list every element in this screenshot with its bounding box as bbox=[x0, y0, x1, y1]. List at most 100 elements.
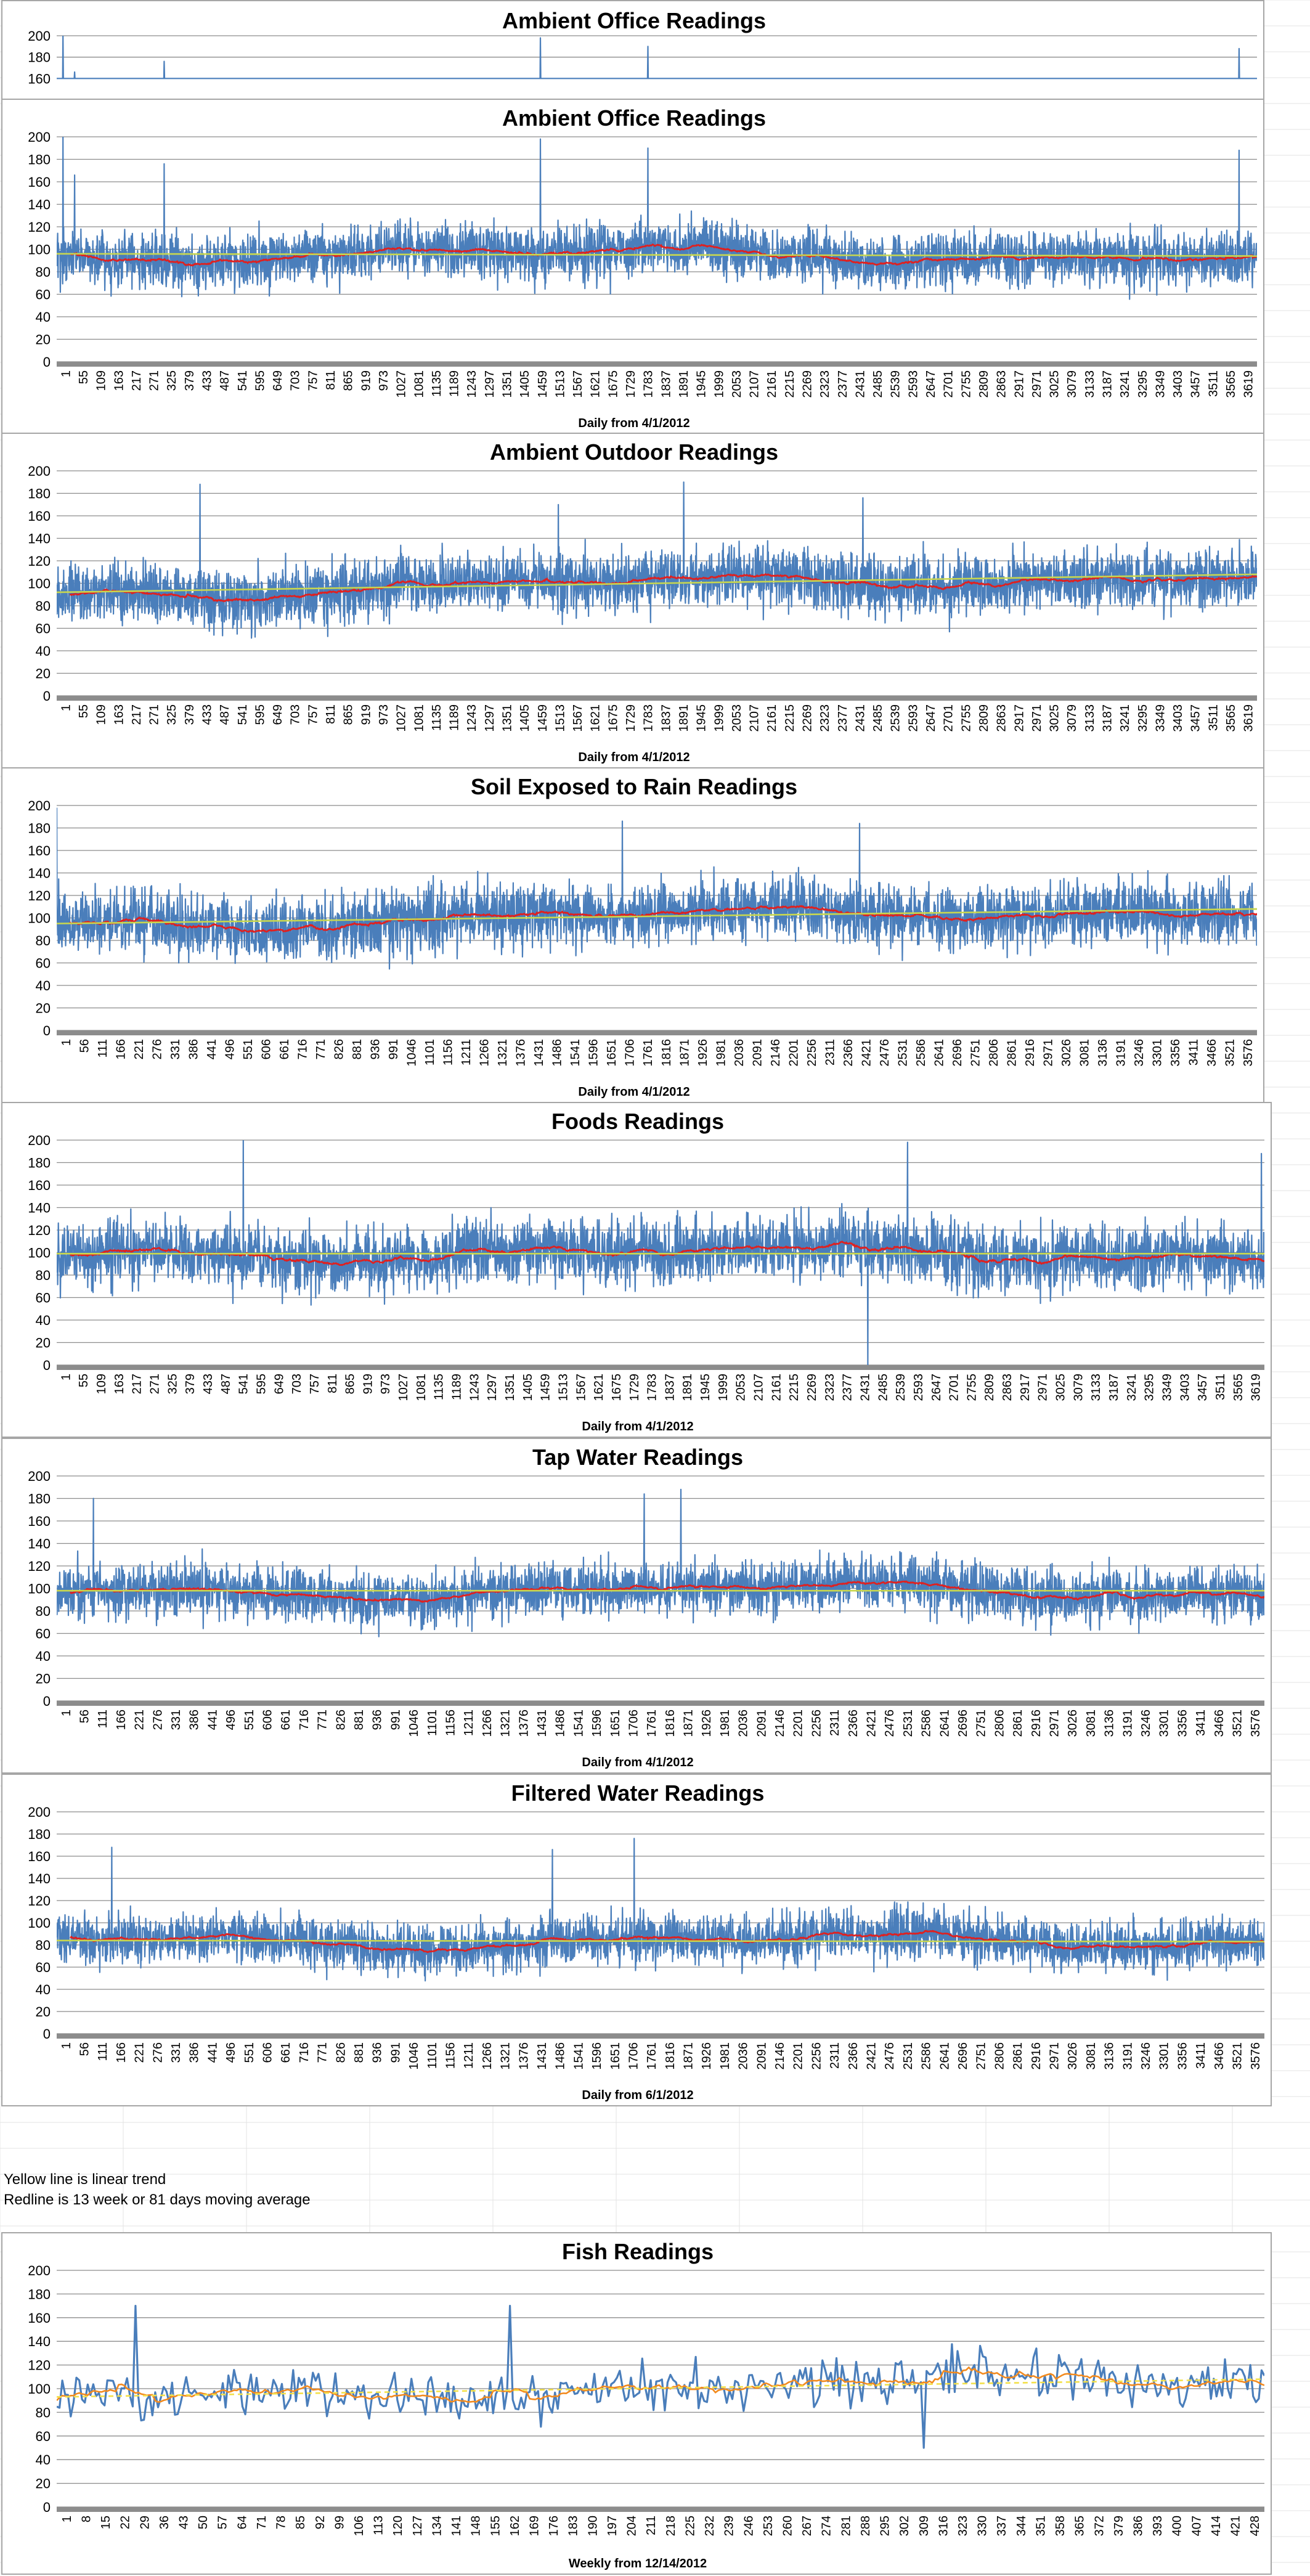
x-tick-label: 487 bbox=[218, 370, 232, 391]
chart-title: Ambient Outdoor Readings bbox=[490, 439, 778, 465]
x-tick-label: 3511 bbox=[1214, 1374, 1227, 1400]
x-tick-label: 2146 bbox=[769, 1039, 783, 1067]
x-tick-label: 649 bbox=[271, 704, 285, 725]
x-tick-label: 2366 bbox=[847, 1710, 860, 1737]
x-tick-label: 716 bbox=[298, 2042, 311, 2063]
x-tick-label: 1837 bbox=[659, 370, 673, 398]
x-tick-label: 2311 bbox=[828, 1710, 842, 1736]
x-tick-label: 325 bbox=[165, 370, 179, 391]
x-tick-label: 1871 bbox=[682, 1710, 696, 1737]
x-tick-label: 386 bbox=[188, 2042, 201, 2063]
x-tick-label: 606 bbox=[261, 2042, 275, 2063]
x-axis-title: Daily from 6/1/2012 bbox=[582, 2089, 693, 2102]
x-tick-label: 55 bbox=[77, 704, 91, 718]
y-tick-label: 160 bbox=[28, 508, 51, 524]
x-tick-label: 1156 bbox=[444, 1710, 457, 1736]
x-tick-label: 2916 bbox=[1030, 2042, 1043, 2070]
x-tick-label: 1999 bbox=[717, 1374, 730, 1401]
x-tick-label: 1 bbox=[60, 1710, 73, 1716]
x-tick-label: 3619 bbox=[1242, 704, 1256, 732]
chart-svg: Filtered Water Readings02040608010012014… bbox=[28, 1780, 1265, 2102]
x-tick-label: 267 bbox=[800, 2516, 814, 2536]
x-tick-label: 1783 bbox=[646, 1374, 659, 1401]
x-tick-label: 2539 bbox=[889, 704, 903, 732]
y-tick-label: 60 bbox=[36, 1290, 51, 1306]
x-tick-label: 3026 bbox=[1060, 1039, 1073, 1067]
x-tick-label: 1541 bbox=[572, 2042, 585, 2070]
x-tick-label: 541 bbox=[237, 1374, 251, 1394]
x-tick-label: 2971 bbox=[1042, 1039, 1056, 1067]
x-tick-label: 811 bbox=[326, 1374, 340, 1393]
x-tick-label: 3349 bbox=[1153, 370, 1167, 398]
x-tick-label: 1321 bbox=[499, 2042, 513, 2070]
x-tick-label: 386 bbox=[188, 1710, 201, 1730]
chart-foods: Foods Readings 0 20 40 60 80 100 120 140 160 180 20… bbox=[1, 1102, 1272, 1438]
moving-average-line bbox=[70, 1930, 1264, 1954]
x-tick-label: 1513 bbox=[553, 704, 567, 732]
x-tick-label: 3521 bbox=[1231, 2042, 1244, 2070]
x-tick-label: 881 bbox=[351, 1039, 364, 1059]
x-tick-label: 703 bbox=[289, 704, 303, 725]
x-tick-label: 606 bbox=[261, 1710, 275, 1730]
x-tick-label: 3301 bbox=[1158, 2042, 1171, 2070]
x-axis-band bbox=[57, 696, 1257, 701]
x-tick-label: 271 bbox=[148, 704, 161, 725]
x-tick-label: 260 bbox=[781, 2516, 794, 2536]
chart-svg: Ambient Office Readings02040608010012014… bbox=[28, 105, 1258, 430]
x-tick-label: 2696 bbox=[951, 1039, 964, 1067]
x-tick-label: 253 bbox=[762, 2516, 775, 2536]
x-tick-label: 1297 bbox=[486, 1374, 499, 1401]
y-tick-label: 200 bbox=[28, 129, 51, 145]
x-tick-label: 1945 bbox=[695, 704, 709, 732]
x-tick-label: 1297 bbox=[483, 704, 497, 732]
moving-average-line bbox=[69, 573, 1257, 603]
x-tick-label: 1211 bbox=[460, 1039, 473, 1066]
x-tick-label: 551 bbox=[242, 1039, 255, 1059]
x-tick-label: 1376 bbox=[517, 1710, 531, 1737]
x-tick-label: 919 bbox=[361, 1374, 375, 1394]
x-tick-label: 2863 bbox=[995, 704, 1009, 732]
x-tick-label: 55 bbox=[77, 370, 91, 384]
x-tick-label: 1189 bbox=[448, 704, 462, 731]
x-tick-label: 2421 bbox=[860, 1039, 873, 1067]
x-tick-label: 3295 bbox=[1143, 1374, 1157, 1401]
x-tick-label: 1459 bbox=[536, 704, 550, 732]
x-tick-label: 2861 bbox=[1006, 1039, 1019, 1067]
y-tick-label: 120 bbox=[28, 1223, 51, 1238]
x-tick-label: 3025 bbox=[1054, 1374, 1068, 1401]
x-tick-label: 2863 bbox=[995, 370, 1009, 398]
x-tick-label: 1266 bbox=[481, 2042, 494, 2070]
x-tick-label: 1945 bbox=[695, 370, 709, 398]
note-red-line: Redline is 13 week or 81 days moving ave… bbox=[4, 2191, 311, 2208]
x-tick-label: 661 bbox=[279, 1710, 293, 1730]
x-tick-label: 541 bbox=[236, 704, 250, 725]
chart-title: Ambient Office Readings bbox=[502, 8, 766, 33]
x-tick-label: 2201 bbox=[792, 2042, 805, 2070]
x-tick-label: 1816 bbox=[664, 1710, 677, 1737]
x-tick-label: 1513 bbox=[553, 370, 567, 398]
x-tick-label: 936 bbox=[371, 2042, 384, 2063]
y-tick-label: 120 bbox=[28, 1893, 51, 1909]
chart-title: Ambient Office Readings bbox=[502, 105, 766, 131]
x-tick-label: 3246 bbox=[1133, 1039, 1146, 1067]
x-tick-label: 1135 bbox=[430, 704, 444, 731]
x-tick-label: 1321 bbox=[499, 1710, 513, 1737]
x-tick-label: 111 bbox=[96, 1039, 110, 1058]
x-tick-label: 2531 bbox=[896, 1039, 909, 1067]
x-tick-label: 351 bbox=[1034, 2516, 1048, 2536]
x-tick-label: 973 bbox=[377, 370, 391, 391]
x-tick-label: 337 bbox=[995, 2516, 1009, 2536]
linear-trend-line bbox=[56, 1939, 1265, 1942]
x-tick-label: 2091 bbox=[755, 2042, 768, 2070]
x-tick-label: 197 bbox=[606, 2516, 619, 2536]
x-tick-label: 295 bbox=[879, 2516, 892, 2536]
x-tick-label: 1459 bbox=[539, 1374, 553, 1401]
y-tick-label: 120 bbox=[28, 553, 51, 569]
x-tick-label: 3356 bbox=[1176, 2042, 1189, 2070]
x-tick-label: 1266 bbox=[478, 1039, 492, 1067]
y-tick-label: 0 bbox=[43, 354, 51, 370]
x-tick-label: 155 bbox=[489, 2516, 502, 2536]
x-tick-label: 276 bbox=[151, 2042, 165, 2063]
y-tick-label: 160 bbox=[28, 1514, 51, 1529]
x-tick-label: 217 bbox=[131, 1374, 144, 1394]
